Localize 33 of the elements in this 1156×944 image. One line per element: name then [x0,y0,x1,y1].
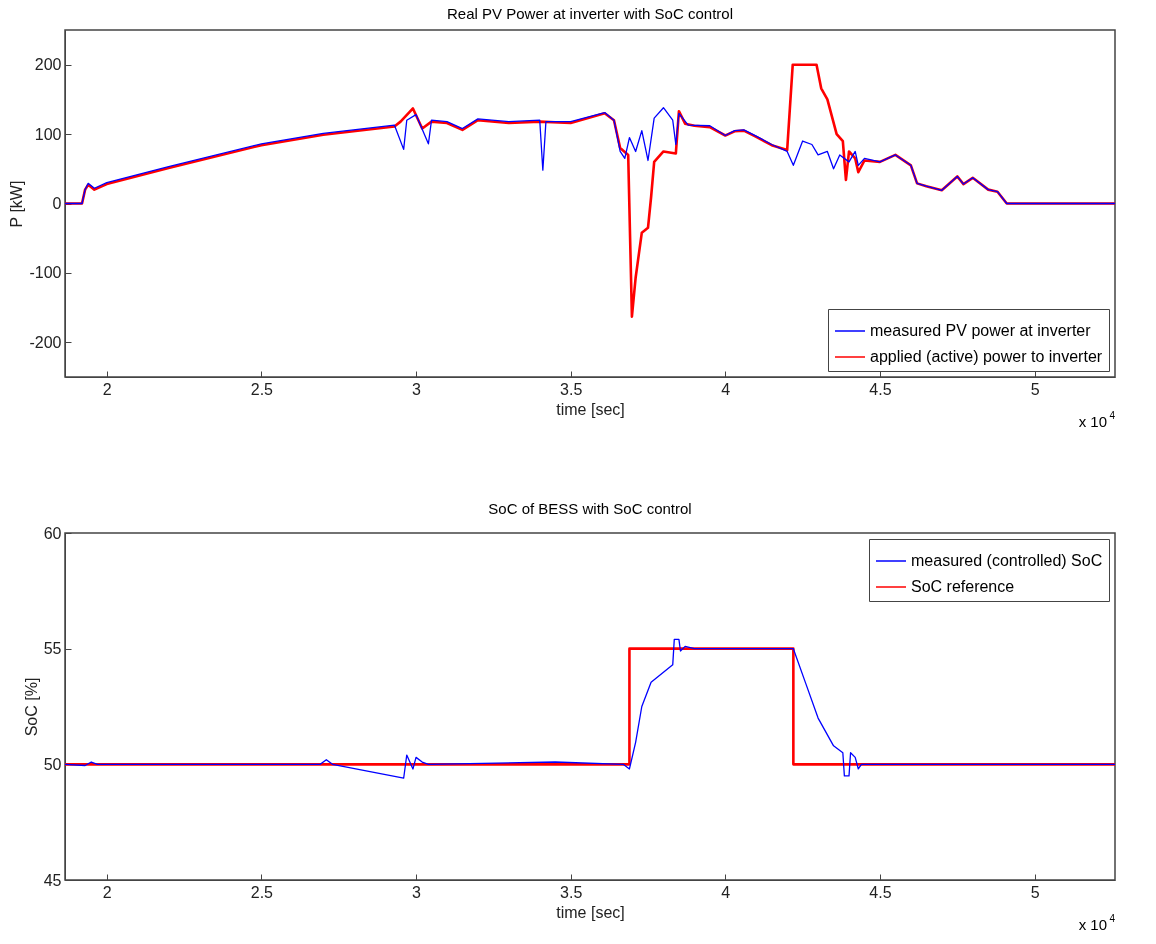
y-axis-title: P [kW] [8,180,26,228]
y-axis-title: SoC [%] [22,677,40,737]
x-tick-label: 4.5 [869,380,892,398]
legend-label: measured PV power at inverter [870,322,1092,339]
x-tick-label: 5 [1030,883,1040,901]
y-tick-label: 60 [43,524,62,542]
x-tick-label: 5 [1030,380,1040,398]
y-tick-label: 50 [43,755,62,773]
chart-title: SoC of BESS with SoC control [488,500,692,517]
x-tick-label: 2.5 [250,380,274,398]
x-tick-label: 2.5 [250,883,274,901]
x-axis-title: time [sec] [556,903,625,921]
chart-title: Real PV Power at inverter with SoC control [447,5,733,22]
y-tick-label: 100 [34,125,62,143]
x-tick-label: 4.5 [869,883,892,901]
y-tick-label: 0 [52,195,62,212]
legend-label: measured (controlled) SoC [911,552,1103,569]
y-tick-label: -200 [29,333,62,351]
x-tick-label: 4 [721,380,731,398]
y-tick-label: 45 [43,871,62,889]
x-tick-label: 2 [102,380,112,398]
x-tick-label: 3.5 [560,380,583,398]
x-tick-label: 4 [721,883,731,901]
x-tick-label: 3.5 [560,883,583,901]
y-tick-label: 55 [43,640,62,658]
legend-label: applied (active) power to inverter [870,348,1103,365]
x-tick-label: 2 [102,883,112,901]
y-tick-label: 200 [34,56,62,74]
y-tick-label: -100 [29,264,62,282]
legend-label: SoC reference [911,578,1015,595]
x-tick-label: 3 [412,883,422,901]
x-axis-title: time [sec] [556,400,625,418]
x-tick-label: 3 [412,380,422,398]
